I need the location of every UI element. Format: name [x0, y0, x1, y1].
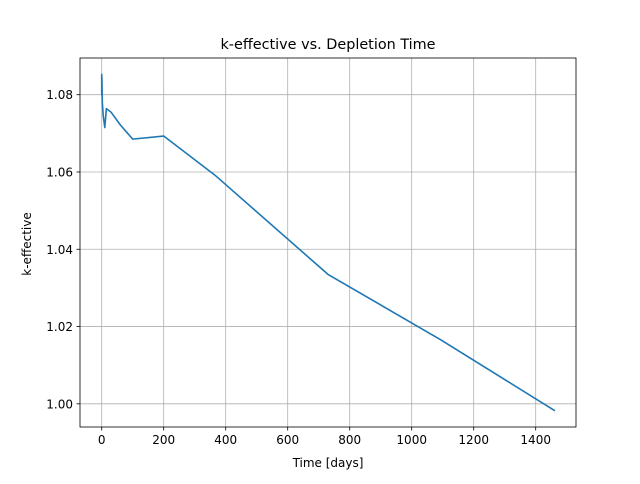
x-axis-ticks: 0 200 400 600 800 1000 1200 1400 [98, 427, 551, 447]
x-tick-label: 400 [214, 433, 237, 447]
y-tick-label: 1.06 [46, 165, 73, 179]
y-tick-label: 1.00 [46, 397, 73, 411]
x-tick-label: 200 [152, 433, 175, 447]
x-tick-label: 600 [276, 433, 299, 447]
plot-frame [79, 57, 577, 428]
x-tick-label: 1000 [396, 433, 427, 447]
y-axis-label: k-effective [20, 212, 34, 275]
x-tick-label: 1400 [520, 433, 551, 447]
grid-lines [80, 58, 576, 427]
y-tick-label: 1.02 [46, 320, 73, 334]
y-tick-label: 1.08 [46, 88, 73, 102]
x-axis-label: Time [days] [292, 456, 364, 470]
chart-title: k-effective vs. Depletion Time [220, 37, 435, 53]
series-line [100, 73, 556, 412]
x-tick-label: 0 [98, 433, 106, 447]
series-layer [100, 73, 556, 412]
x-tick-label: 800 [338, 433, 361, 447]
y-tick-label: 1.04 [46, 243, 73, 257]
y-axis-ticks: 1.00 1.02 1.04 1.06 1.08 [46, 88, 80, 411]
x-tick-label: 1200 [458, 433, 489, 447]
